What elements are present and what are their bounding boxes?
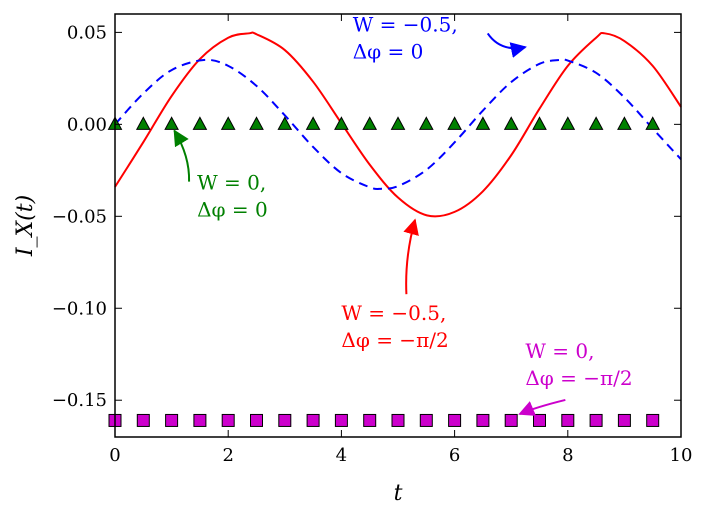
x-tick-label: 10 bbox=[670, 445, 693, 466]
marker-triangle bbox=[475, 116, 491, 130]
marker-square bbox=[250, 413, 263, 427]
marker-triangle bbox=[192, 116, 208, 130]
y-tick-label: −0.10 bbox=[52, 298, 107, 319]
marker-triangle bbox=[135, 116, 151, 130]
annotation-line1: W = 0, bbox=[525, 339, 594, 363]
y-tick-label: −0.05 bbox=[52, 206, 107, 227]
marker-square bbox=[391, 413, 405, 427]
marker-square bbox=[617, 413, 631, 427]
annotation-line1: W = 0, bbox=[197, 171, 266, 195]
annotation-3: W = 0, Δφ = −π/2 bbox=[518, 339, 633, 416]
marker-triangle bbox=[277, 116, 293, 130]
marker-triangle bbox=[220, 116, 236, 130]
marker-square bbox=[334, 413, 348, 427]
y-tick-label: 0.05 bbox=[67, 22, 107, 43]
series-line-0 bbox=[114, 31, 682, 218]
marker-square bbox=[646, 413, 660, 427]
marker-triangle bbox=[588, 116, 604, 130]
marker-square bbox=[561, 413, 575, 427]
x-tick-label: 4 bbox=[336, 445, 347, 466]
marker-square bbox=[306, 413, 320, 427]
plot-background bbox=[115, 14, 681, 437]
marker-square bbox=[221, 413, 235, 427]
x-axis-label: t bbox=[394, 481, 403, 506]
annotation-arrow bbox=[403, 218, 419, 295]
x-tick-label: 6 bbox=[449, 445, 460, 466]
marker-square bbox=[504, 413, 518, 427]
marker-triangle bbox=[532, 116, 547, 130]
annotation-1: W = 0, Δφ = 0 bbox=[173, 129, 268, 222]
marker-square bbox=[193, 413, 207, 427]
annotation-line2: Δφ = 0 bbox=[353, 39, 424, 63]
series-0 bbox=[114, 31, 682, 218]
series-layer bbox=[107, 31, 682, 427]
marker-square bbox=[363, 413, 377, 427]
axes-layer: 0 2 4 6 8 10 0.05 0.00 −0.05 −0.10 −0.15 t I_X(t) bbox=[13, 13, 693, 506]
y-tick-label: −0.15 bbox=[52, 390, 107, 411]
x-tick-label: 0 bbox=[109, 445, 120, 466]
plot-area bbox=[115, 14, 681, 437]
marker-square bbox=[419, 413, 433, 427]
marker-square bbox=[476, 413, 490, 427]
annotation-0: W = −0.5, Δφ = 0 bbox=[353, 12, 527, 63]
marker-triangle bbox=[362, 116, 378, 130]
marker-square bbox=[278, 413, 292, 427]
y-axis-label: I_X(t) bbox=[13, 195, 38, 257]
annotation-2: W = −0.5, Δφ = −π/2 bbox=[341, 218, 449, 352]
series-3 bbox=[108, 413, 660, 427]
axes-frame bbox=[114, 13, 682, 438]
marker-triangle bbox=[617, 116, 632, 130]
annotation-line2: Δφ = −π/2 bbox=[341, 328, 448, 352]
x-tick-label: 2 bbox=[222, 445, 233, 466]
marker-triangle bbox=[305, 116, 321, 130]
marker-square bbox=[589, 413, 603, 427]
marker-triangle bbox=[418, 116, 434, 130]
marker-triangle bbox=[645, 116, 661, 130]
annotation-arrow bbox=[486, 32, 527, 58]
annotation-line2: Δφ = 0 bbox=[197, 198, 268, 222]
annotation-arrow bbox=[173, 129, 191, 182]
marker-square bbox=[448, 413, 462, 427]
annotation-line1: W = −0.5, bbox=[353, 12, 458, 36]
marker-triangle bbox=[560, 116, 576, 130]
marker-square bbox=[165, 413, 179, 427]
marker-triangle bbox=[390, 116, 406, 130]
marker-square bbox=[533, 413, 546, 427]
series-2 bbox=[107, 116, 661, 130]
x-tick-label: 8 bbox=[562, 445, 573, 466]
marker-square bbox=[136, 413, 150, 427]
annotation-line2: Δφ = −π/2 bbox=[525, 366, 632, 390]
marker-triangle bbox=[503, 116, 519, 130]
marker-triangle bbox=[164, 116, 179, 130]
y-tick-label: 0.00 bbox=[67, 114, 107, 135]
annotation-arrow bbox=[518, 398, 566, 416]
annotation-line1: W = −0.5, bbox=[341, 301, 446, 325]
marker-triangle bbox=[334, 116, 349, 130]
marker-triangle bbox=[249, 116, 264, 130]
marker-triangle bbox=[447, 116, 462, 130]
annotation-layer: W = −0.5, Δφ = 0 W = 0, Δφ = 0 W = −0.5, Δφ =… bbox=[173, 12, 633, 416]
